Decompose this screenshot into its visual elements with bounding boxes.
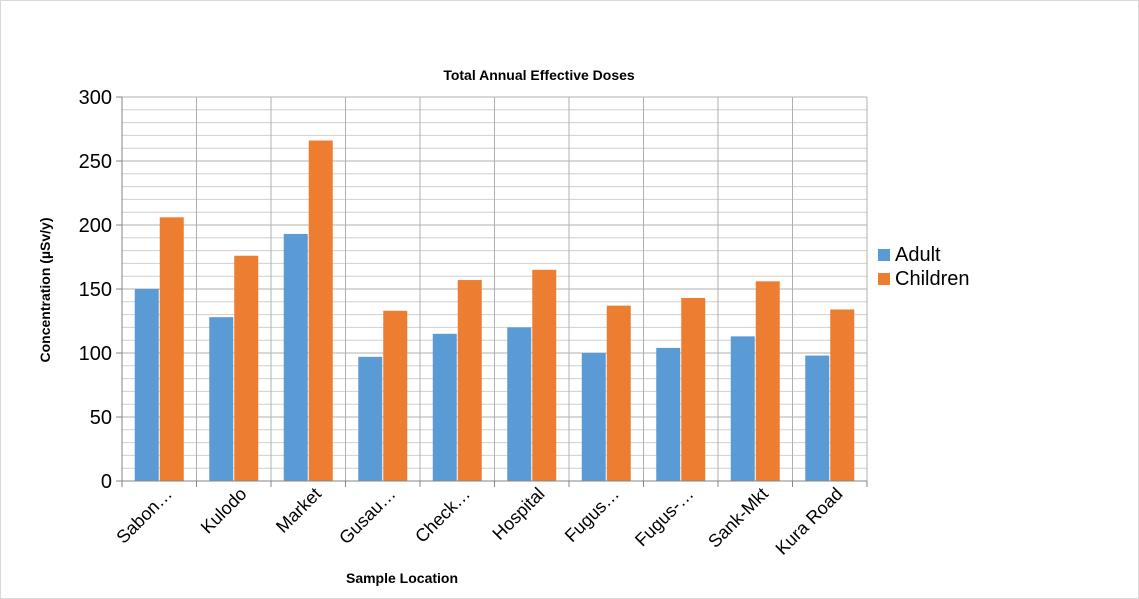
bar-adult-2: [283, 233, 308, 481]
x-axis-title: Sample Location: [346, 570, 458, 586]
legend-label-children: Children: [895, 268, 969, 290]
x-category-labels: Sabon… Kulodo Market Gusau… Check… Hospital Fu…: [112, 484, 846, 559]
bar-children-3: [383, 310, 408, 481]
bars: [134, 140, 855, 481]
y-tick-label: 150: [79, 279, 112, 301]
bar-adult-1: [209, 317, 234, 481]
x-category-label: Check…: [411, 484, 474, 547]
chart-title: Total Annual Effective Doses: [443, 67, 635, 83]
bar-children-1: [234, 255, 259, 481]
x-category-label: Sabon…: [112, 484, 176, 548]
bar-adult-3: [358, 356, 383, 481]
y-axis-title: Concentration (µSv/y): [37, 218, 53, 363]
x-category-label: Kulodo: [197, 484, 251, 538]
x-category-label: Sank-Mkt: [704, 484, 772, 552]
x-category-label: Fugus-…: [631, 484, 697, 550]
bar-adult-0: [134, 289, 159, 481]
x-category-label: Fugus…: [561, 484, 623, 546]
y-tick-label: 250: [79, 151, 112, 173]
x-category-label: Market: [272, 484, 325, 537]
y-tick-label: 200: [79, 215, 112, 237]
bar-adult-5: [507, 327, 532, 481]
bar-children-5: [532, 269, 557, 481]
axes: [116, 96, 868, 487]
gridlines: [122, 96, 868, 481]
bar-children-9: [830, 309, 855, 481]
y-tick-label: 0: [101, 471, 112, 493]
x-category-label: Kura Road: [772, 484, 847, 559]
bar-children-6: [606, 305, 631, 481]
x-category-label: Hospital: [488, 484, 548, 544]
bar-adult-8: [730, 336, 755, 481]
y-tick-label: 100: [79, 343, 112, 365]
x-category-label: Gusau…: [335, 484, 399, 548]
bar-adult-7: [656, 347, 681, 481]
bar-adult-6: [581, 353, 606, 481]
bar-children-0: [159, 217, 184, 481]
bar-adult-4: [432, 333, 457, 481]
legend-label-adult: Adult: [895, 244, 941, 266]
bar-children-2: [308, 140, 333, 481]
y-tick-label: 300: [79, 87, 112, 109]
y-tick-label: 50: [90, 407, 112, 429]
bar-children-4: [457, 280, 482, 481]
y-tick-labels: 0 50 100 150 200 250 300: [79, 87, 112, 493]
legend-swatch-children: [878, 273, 890, 285]
legend-swatch-adult: [878, 249, 890, 261]
bar-children-7: [681, 297, 706, 481]
bar-children-8: [755, 281, 780, 481]
bar-adult-9: [805, 355, 830, 481]
